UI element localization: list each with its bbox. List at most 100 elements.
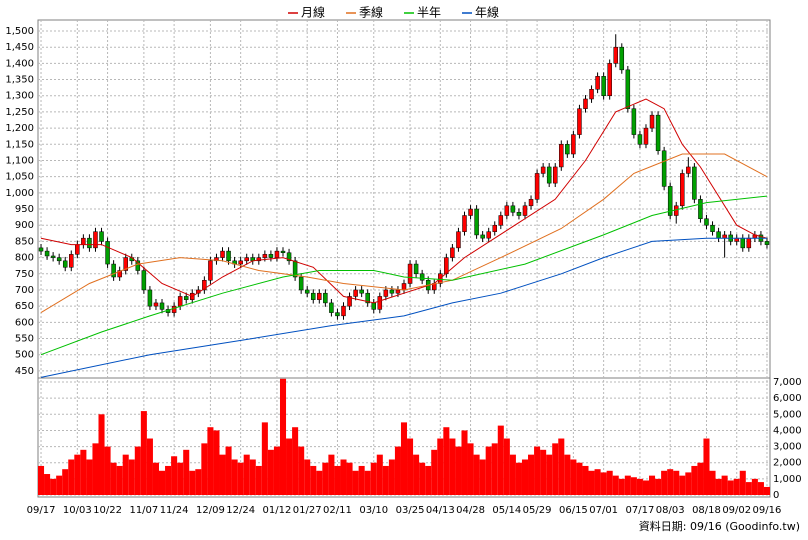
candle-body <box>583 98 588 109</box>
y-tick-label: 700 <box>15 285 34 296</box>
volume-bar <box>44 474 51 495</box>
candle-body <box>341 305 346 317</box>
candle-body <box>56 257 62 262</box>
y-tick-label: 1,100 <box>5 155 34 166</box>
volume-bar <box>745 482 752 495</box>
candle-body <box>147 289 153 307</box>
volume-bar <box>649 475 656 495</box>
volume-bar <box>364 470 371 495</box>
candle-body <box>50 255 56 258</box>
volume-bar <box>733 478 740 495</box>
candle-body <box>680 173 685 207</box>
candle-body <box>510 205 516 213</box>
volume-bar <box>425 465 432 495</box>
candle-body <box>123 257 128 271</box>
volume-bar <box>540 449 547 495</box>
volume-bar <box>721 475 728 495</box>
volume-bar <box>352 470 359 495</box>
candle-body <box>552 166 558 184</box>
legend-label: 月線 <box>301 5 325 20</box>
volume-bar <box>636 478 643 495</box>
volume-bar <box>757 482 764 495</box>
candle-body <box>480 234 485 239</box>
candle-body <box>274 250 280 258</box>
x-tick-label: 03/10 <box>359 505 388 516</box>
volume-bar <box>177 462 184 495</box>
candle-body <box>292 260 298 278</box>
volume-bar <box>515 462 522 495</box>
volume-bar <box>588 470 595 495</box>
y-tick-label: 600 <box>15 317 34 328</box>
volume-bar <box>673 470 680 495</box>
volume-bar <box>709 470 716 495</box>
candle-body <box>673 205 679 216</box>
candle-body <box>559 144 564 168</box>
volume-bar <box>570 459 577 495</box>
y-tick-label: 1,450 <box>5 42 34 53</box>
volume-bar <box>116 465 123 495</box>
x-tick-label: 05/14 <box>492 505 521 516</box>
volume-bar <box>358 465 365 495</box>
y-tick-label: 1,300 <box>5 91 34 102</box>
y-tick-label: 850 <box>15 236 34 247</box>
volume-bar <box>74 454 81 495</box>
volume-bar <box>534 446 541 495</box>
candle-body <box>183 296 189 300</box>
candle-body <box>546 166 552 184</box>
volume-bar <box>449 438 456 495</box>
volume-bar <box>255 465 262 495</box>
legend-label: 年線 <box>475 5 499 20</box>
volume-bar <box>376 454 383 495</box>
volume-bar <box>394 446 401 495</box>
candle-body <box>571 134 576 155</box>
candle-body <box>395 289 401 294</box>
volume-bar <box>110 462 117 495</box>
candle-body <box>383 289 389 297</box>
volume-bar <box>195 469 202 495</box>
candle-body <box>625 69 631 109</box>
candle-body <box>692 166 697 200</box>
y2-tick-label: 7,000 <box>773 377 802 388</box>
volume-bar <box>703 438 710 495</box>
candle-body <box>710 224 715 232</box>
volume-bar <box>564 454 571 495</box>
volume-bar <box>679 475 686 495</box>
candle-body <box>87 237 92 249</box>
y-tick-label: 1,150 <box>5 139 34 150</box>
plot-frame <box>37 19 771 498</box>
volume-bar <box>50 478 57 495</box>
volume-bar <box>576 462 583 495</box>
volume-bar <box>763 486 770 495</box>
volume-bar <box>558 438 565 495</box>
volume-bar <box>642 480 650 495</box>
volume-bar <box>225 446 232 495</box>
volume-bar <box>400 422 408 495</box>
volume-bar <box>104 446 111 495</box>
candle-body <box>44 250 50 257</box>
volume-bar <box>298 446 305 495</box>
candle-body <box>740 237 746 249</box>
candle-body <box>704 218 709 226</box>
volume-bar <box>152 462 159 495</box>
candle-body <box>643 127 649 145</box>
volume-bar <box>667 469 674 495</box>
volume-bar <box>413 454 420 495</box>
candle-body <box>298 276 304 291</box>
candle-body <box>661 150 667 187</box>
volume-bar <box>243 454 250 495</box>
y-tick-label: 900 <box>15 220 34 231</box>
x-tick-label: 05/29 <box>523 505 552 516</box>
x-tick-label: 02/11 <box>323 505 352 516</box>
volume-bar <box>685 472 692 495</box>
volume-bar <box>140 411 147 495</box>
candle-body <box>401 283 407 291</box>
candle-body <box>99 231 104 242</box>
candle-body <box>286 252 292 262</box>
y2-tick-label: 1,000 <box>773 474 802 485</box>
volume-bar <box>473 454 480 495</box>
y2-tick-label: 2,000 <box>773 458 802 469</box>
y-tick-label: 800 <box>15 253 34 264</box>
volume-bar <box>546 454 553 495</box>
candle-body <box>329 302 334 313</box>
candle-body <box>377 296 383 310</box>
